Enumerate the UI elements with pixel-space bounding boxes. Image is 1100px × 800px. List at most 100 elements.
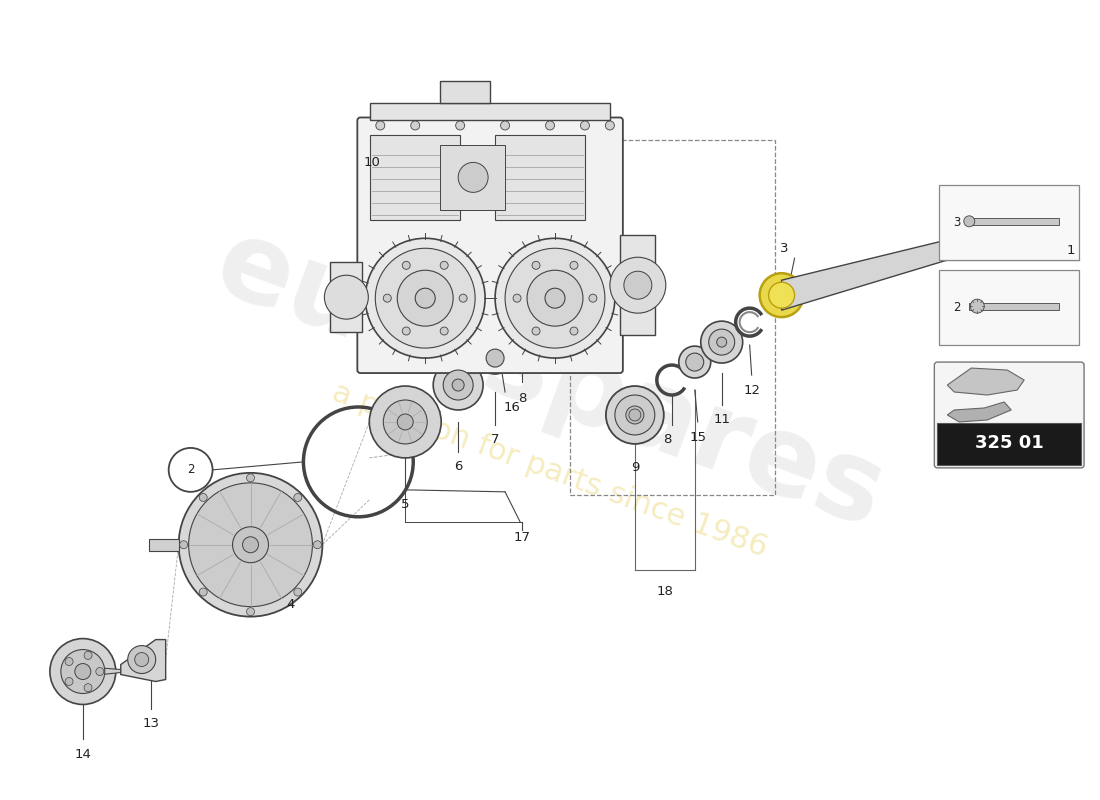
Circle shape	[1024, 219, 1030, 225]
Circle shape	[455, 121, 464, 130]
Text: 18: 18	[657, 585, 673, 598]
Ellipse shape	[488, 328, 513, 352]
Circle shape	[609, 258, 666, 313]
Text: 15: 15	[690, 431, 706, 445]
Circle shape	[199, 494, 207, 502]
Polygon shape	[969, 218, 1059, 226]
Ellipse shape	[626, 406, 644, 424]
Text: eurospares: eurospares	[201, 210, 899, 550]
Circle shape	[760, 274, 804, 317]
Ellipse shape	[433, 360, 483, 410]
Text: 16: 16	[504, 402, 520, 414]
Ellipse shape	[708, 329, 735, 355]
Circle shape	[570, 327, 578, 335]
Ellipse shape	[486, 349, 504, 367]
Circle shape	[324, 275, 369, 319]
Circle shape	[84, 651, 92, 659]
Text: 1: 1	[1067, 244, 1076, 257]
Circle shape	[294, 588, 301, 596]
Circle shape	[246, 608, 254, 616]
Bar	[939, 186, 1079, 260]
Polygon shape	[999, 208, 1054, 246]
Text: 13: 13	[142, 717, 160, 730]
Ellipse shape	[701, 321, 743, 363]
Circle shape	[495, 238, 615, 358]
Text: 3: 3	[954, 216, 961, 229]
Ellipse shape	[383, 400, 427, 444]
Polygon shape	[947, 402, 1011, 422]
Ellipse shape	[606, 386, 663, 444]
Circle shape	[459, 162, 488, 192]
Circle shape	[588, 294, 597, 302]
Circle shape	[500, 121, 509, 130]
Circle shape	[581, 121, 590, 130]
Ellipse shape	[480, 342, 512, 374]
Circle shape	[440, 262, 448, 270]
Circle shape	[410, 121, 420, 130]
Circle shape	[1034, 234, 1040, 238]
Bar	[371, 135, 460, 220]
Text: 17: 17	[514, 531, 530, 544]
Circle shape	[96, 667, 103, 675]
Text: 2: 2	[187, 463, 195, 476]
Text: 14: 14	[75, 748, 91, 761]
Text: 11: 11	[713, 414, 730, 426]
Bar	[440, 81, 491, 102]
Circle shape	[199, 588, 207, 596]
Ellipse shape	[679, 346, 711, 378]
Polygon shape	[82, 666, 121, 677]
Bar	[937, 423, 1081, 465]
Ellipse shape	[397, 414, 414, 430]
Circle shape	[624, 271, 652, 299]
Bar	[495, 135, 585, 220]
Circle shape	[246, 474, 254, 482]
Circle shape	[769, 282, 794, 308]
Circle shape	[605, 121, 615, 130]
Text: 9: 9	[630, 462, 639, 474]
Circle shape	[128, 646, 156, 674]
Text: 12: 12	[744, 383, 760, 397]
Text: a passion for parts since 1986: a passion for parts since 1986	[329, 378, 771, 562]
Text: 6: 6	[454, 460, 462, 474]
Circle shape	[60, 650, 104, 694]
Polygon shape	[947, 368, 1024, 395]
Bar	[371, 102, 609, 121]
Text: 5: 5	[402, 498, 409, 511]
Circle shape	[178, 473, 322, 617]
Circle shape	[459, 294, 468, 302]
Circle shape	[188, 483, 312, 606]
Circle shape	[513, 294, 521, 302]
Ellipse shape	[370, 386, 441, 458]
Circle shape	[397, 270, 453, 326]
Circle shape	[375, 248, 475, 348]
Circle shape	[314, 541, 321, 549]
Circle shape	[232, 526, 268, 562]
Circle shape	[65, 658, 73, 666]
Bar	[440, 146, 505, 210]
Circle shape	[544, 288, 565, 308]
Circle shape	[415, 288, 436, 308]
Ellipse shape	[452, 379, 464, 391]
Circle shape	[1020, 214, 1048, 242]
FancyBboxPatch shape	[358, 118, 623, 373]
Text: 3: 3	[780, 242, 789, 254]
Circle shape	[365, 238, 485, 358]
Circle shape	[970, 299, 985, 313]
Circle shape	[964, 216, 975, 227]
Ellipse shape	[615, 395, 654, 435]
Circle shape	[294, 494, 301, 502]
Polygon shape	[148, 538, 178, 550]
Text: 10: 10	[364, 156, 381, 169]
Circle shape	[403, 262, 410, 270]
Circle shape	[570, 262, 578, 270]
Text: 8: 8	[663, 434, 672, 446]
Circle shape	[50, 638, 116, 705]
Bar	[939, 270, 1079, 345]
Circle shape	[532, 262, 540, 270]
Ellipse shape	[717, 337, 727, 347]
Polygon shape	[121, 639, 166, 682]
Circle shape	[505, 248, 605, 348]
Circle shape	[1041, 225, 1046, 230]
Circle shape	[376, 121, 385, 130]
Circle shape	[179, 541, 188, 549]
